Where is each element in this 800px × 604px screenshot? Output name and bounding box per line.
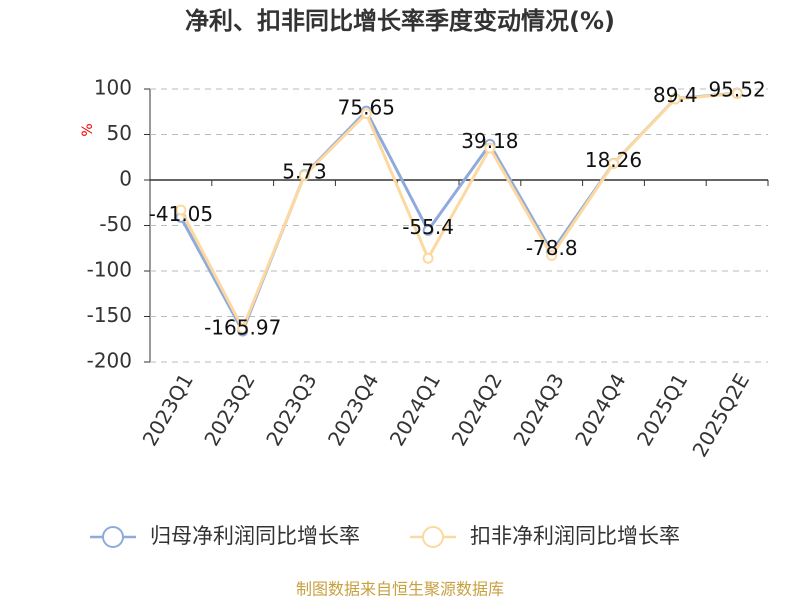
legend-marker	[102, 526, 124, 548]
point	[237, 322, 249, 334]
data-label: 18.26	[585, 148, 642, 172]
y-tick-label: 50	[107, 121, 132, 145]
data-label: 75.65	[338, 96, 395, 120]
y-tick-label: -100	[87, 258, 132, 282]
x-tick-label: 2023Q1	[138, 369, 198, 450]
y-tick-label: -150	[87, 303, 132, 327]
point	[731, 88, 743, 100]
point	[175, 204, 187, 216]
legend-marker	[422, 526, 444, 548]
x-tick-label: 2023Q2	[199, 369, 259, 450]
point	[422, 224, 434, 236]
series-line	[179, 91, 738, 335]
point	[299, 169, 310, 181]
x-tick-label: 2023Q3	[261, 369, 321, 450]
data-label: 95.52	[708, 78, 765, 102]
x-tick-label: 2024Q1	[385, 369, 445, 450]
x-tick-label: 2025Q2E	[687, 369, 754, 461]
point	[669, 93, 681, 105]
y-tick-label: 0	[119, 167, 132, 191]
x-tick-label: 2024Q4	[570, 369, 630, 450]
point	[546, 250, 558, 262]
legend-label: 归母净利润同比增长率	[150, 524, 360, 548]
y-axis-label: %	[80, 123, 96, 136]
data-label: 5.73	[282, 159, 327, 183]
data-label: 89.4	[653, 83, 698, 107]
x-tick-label: 2023Q4	[323, 369, 383, 450]
x-tick-label: 2024Q3	[508, 369, 568, 450]
data-label: 39.18	[461, 129, 518, 153]
y-tick-label: -50	[99, 212, 132, 236]
point	[360, 108, 372, 120]
x-tick-label: 2024Q2	[447, 369, 507, 450]
legend-label: 扣非净利润同比增长率	[470, 524, 680, 548]
data-label: -55.4	[402, 215, 454, 239]
data-label: -165.97	[204, 316, 281, 340]
series-line	[179, 92, 738, 332]
point	[484, 142, 496, 154]
point	[608, 158, 619, 170]
source-note: 制图数据来自恒生聚源数据库	[296, 580, 504, 599]
y-tick-label: 100	[94, 76, 132, 100]
x-tick-label: 2025Q1	[632, 369, 692, 450]
y-tick-label: -200	[87, 349, 132, 373]
data-label: -78.8	[526, 236, 578, 260]
data-label: -41.05	[149, 202, 213, 226]
chart-title: 净利、扣非同比增长率季度变动情况(%)	[185, 7, 615, 35]
point	[422, 252, 434, 264]
